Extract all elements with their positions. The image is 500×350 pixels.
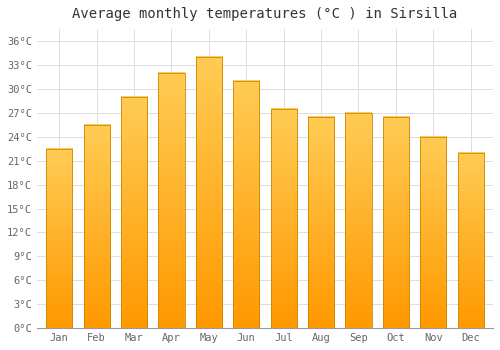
Bar bbox=[420, 137, 446, 328]
Title: Average monthly temperatures (°C ) in Sirsilla: Average monthly temperatures (°C ) in Si… bbox=[72, 7, 458, 21]
Bar bbox=[121, 97, 147, 328]
Bar bbox=[84, 125, 110, 328]
Bar bbox=[196, 57, 222, 328]
Bar bbox=[270, 109, 296, 328]
Bar bbox=[382, 117, 409, 328]
Bar bbox=[308, 117, 334, 328]
Bar bbox=[458, 153, 483, 328]
Bar bbox=[158, 73, 184, 328]
Bar bbox=[46, 149, 72, 328]
Bar bbox=[346, 113, 372, 328]
Bar bbox=[233, 81, 260, 328]
